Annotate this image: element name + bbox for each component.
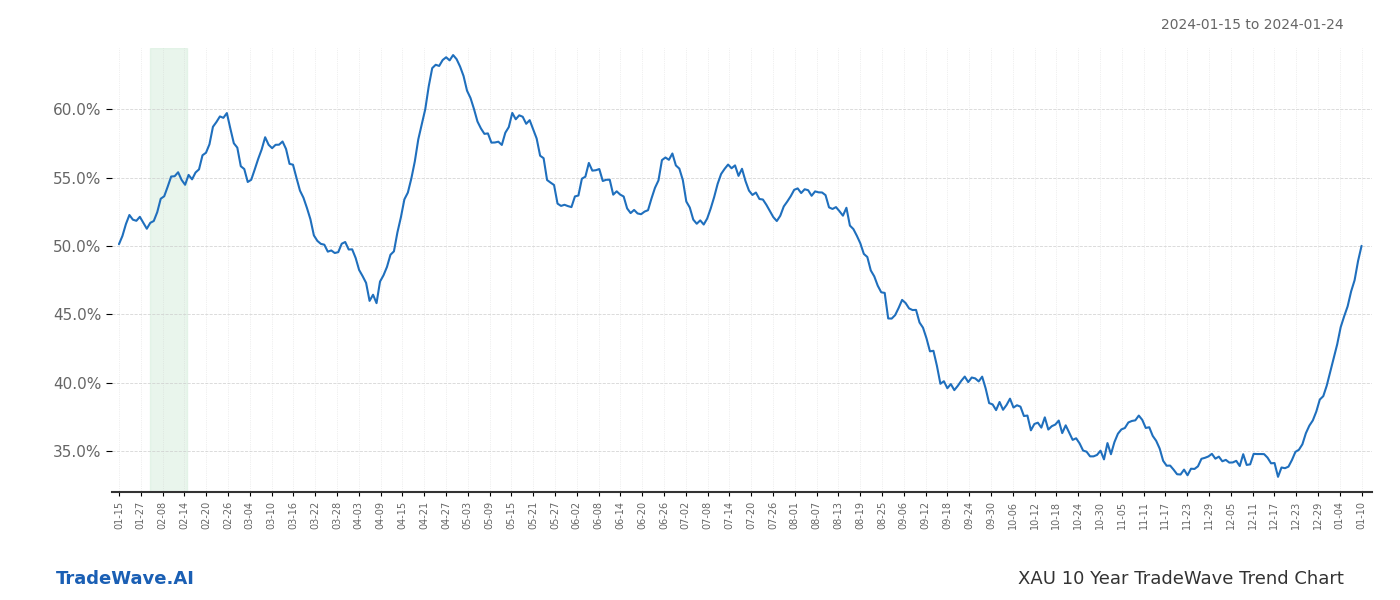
- Bar: [150, 48, 188, 492]
- Text: 2024-01-15 to 2024-01-24: 2024-01-15 to 2024-01-24: [1162, 18, 1344, 32]
- Text: XAU 10 Year TradeWave Trend Chart: XAU 10 Year TradeWave Trend Chart: [1018, 570, 1344, 588]
- Text: TradeWave.AI: TradeWave.AI: [56, 570, 195, 588]
